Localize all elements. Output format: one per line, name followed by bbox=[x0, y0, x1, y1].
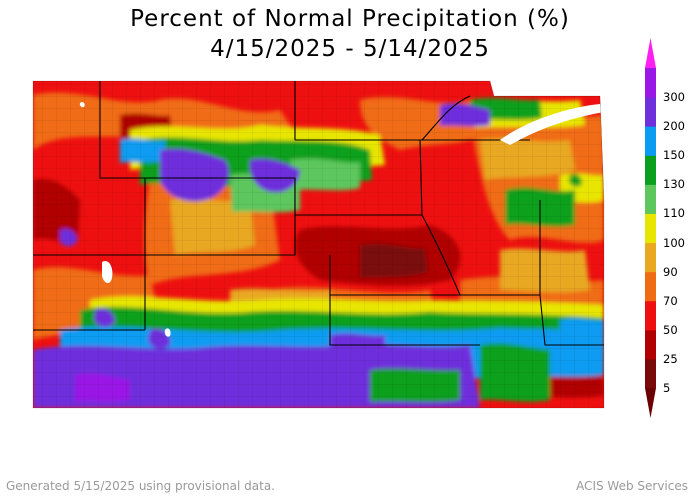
precipitation-map-area bbox=[33, 81, 604, 408]
state-boundary bbox=[539, 294, 604, 346]
scale-segment bbox=[645, 242, 656, 273]
generated-note: Generated 5/15/2025 using provisional da… bbox=[6, 479, 275, 493]
great-salt-lake bbox=[102, 260, 113, 284]
state-boundary bbox=[329, 295, 480, 346]
scale-label: 130 bbox=[663, 177, 685, 192]
scale-label: 150 bbox=[663, 148, 685, 163]
scale-label: 110 bbox=[663, 206, 685, 221]
scale-segment bbox=[645, 97, 656, 127]
state-boundary bbox=[144, 177, 296, 256]
scale-segment bbox=[645, 213, 656, 244]
lakes bbox=[79, 101, 604, 337]
scale-label: 300 bbox=[663, 90, 685, 105]
scale-label: 25 bbox=[663, 351, 678, 366]
scale-segment bbox=[645, 155, 656, 185]
map-border bbox=[32, 80, 605, 409]
lake-superior bbox=[500, 104, 604, 145]
state-boundary bbox=[421, 95, 471, 141]
scale-segment bbox=[645, 184, 656, 214]
lake-small bbox=[79, 101, 85, 108]
scale-label: 100 bbox=[663, 235, 685, 250]
scale-label: 5 bbox=[663, 381, 671, 395]
scale-label: 200 bbox=[663, 119, 685, 134]
scale-label: 90 bbox=[663, 264, 678, 279]
scale-label: 70 bbox=[663, 293, 678, 308]
map-date-range: 4/15/2025 - 5/14/2025 bbox=[210, 36, 490, 62]
state-boundary bbox=[99, 81, 145, 179]
scale-segment bbox=[645, 329, 656, 360]
scale-cap-high bbox=[645, 38, 656, 68]
scale-segment bbox=[645, 300, 656, 331]
state-boundary bbox=[295, 214, 461, 296]
source-credit: ACIS Web Services bbox=[576, 479, 688, 493]
scale-segment bbox=[645, 68, 656, 98]
scale-segment bbox=[645, 358, 656, 389]
map-title: Percent of Normal Precipitation (%) bbox=[130, 6, 570, 32]
lake-small bbox=[164, 328, 171, 337]
color-scale-bar bbox=[645, 38, 656, 418]
scale-segment bbox=[645, 126, 656, 156]
scale-segment bbox=[645, 271, 656, 302]
scale-cap-low bbox=[645, 388, 656, 418]
scale-label: 50 bbox=[663, 322, 678, 337]
